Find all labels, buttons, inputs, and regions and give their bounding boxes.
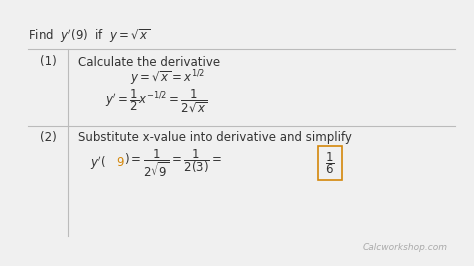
Text: $\dfrac{1}{6}$: $\dfrac{1}{6}$: [325, 150, 335, 176]
Text: (2): (2): [40, 131, 56, 144]
Text: $y'($: $y'($: [90, 154, 106, 172]
Text: Calculate the derivative: Calculate the derivative: [78, 56, 220, 69]
Text: (1): (1): [40, 56, 56, 69]
Text: Substitute x-value into derivative and simplify: Substitute x-value into derivative and s…: [78, 131, 352, 144]
FancyBboxPatch shape: [318, 146, 342, 180]
Text: Calcworkshop.com: Calcworkshop.com: [363, 243, 448, 252]
Text: $9$: $9$: [116, 156, 125, 169]
Text: $y = \sqrt{x} = x^{1/2}$: $y = \sqrt{x} = x^{1/2}$: [130, 68, 205, 88]
Text: $) = \dfrac{1}{2\sqrt{9}} = \dfrac{1}{2(3)} =$: $) = \dfrac{1}{2\sqrt{9}} = \dfrac{1}{2(…: [124, 147, 222, 179]
Text: Find  $y'(9)$  if  $y=\sqrt{x}$: Find $y'(9)$ if $y=\sqrt{x}$: [28, 27, 150, 45]
Text: $y' = \dfrac{1}{2}x^{-1/2} = \dfrac{1}{2\sqrt{x}}$: $y' = \dfrac{1}{2}x^{-1/2} = \dfrac{1}{2…: [105, 88, 208, 114]
